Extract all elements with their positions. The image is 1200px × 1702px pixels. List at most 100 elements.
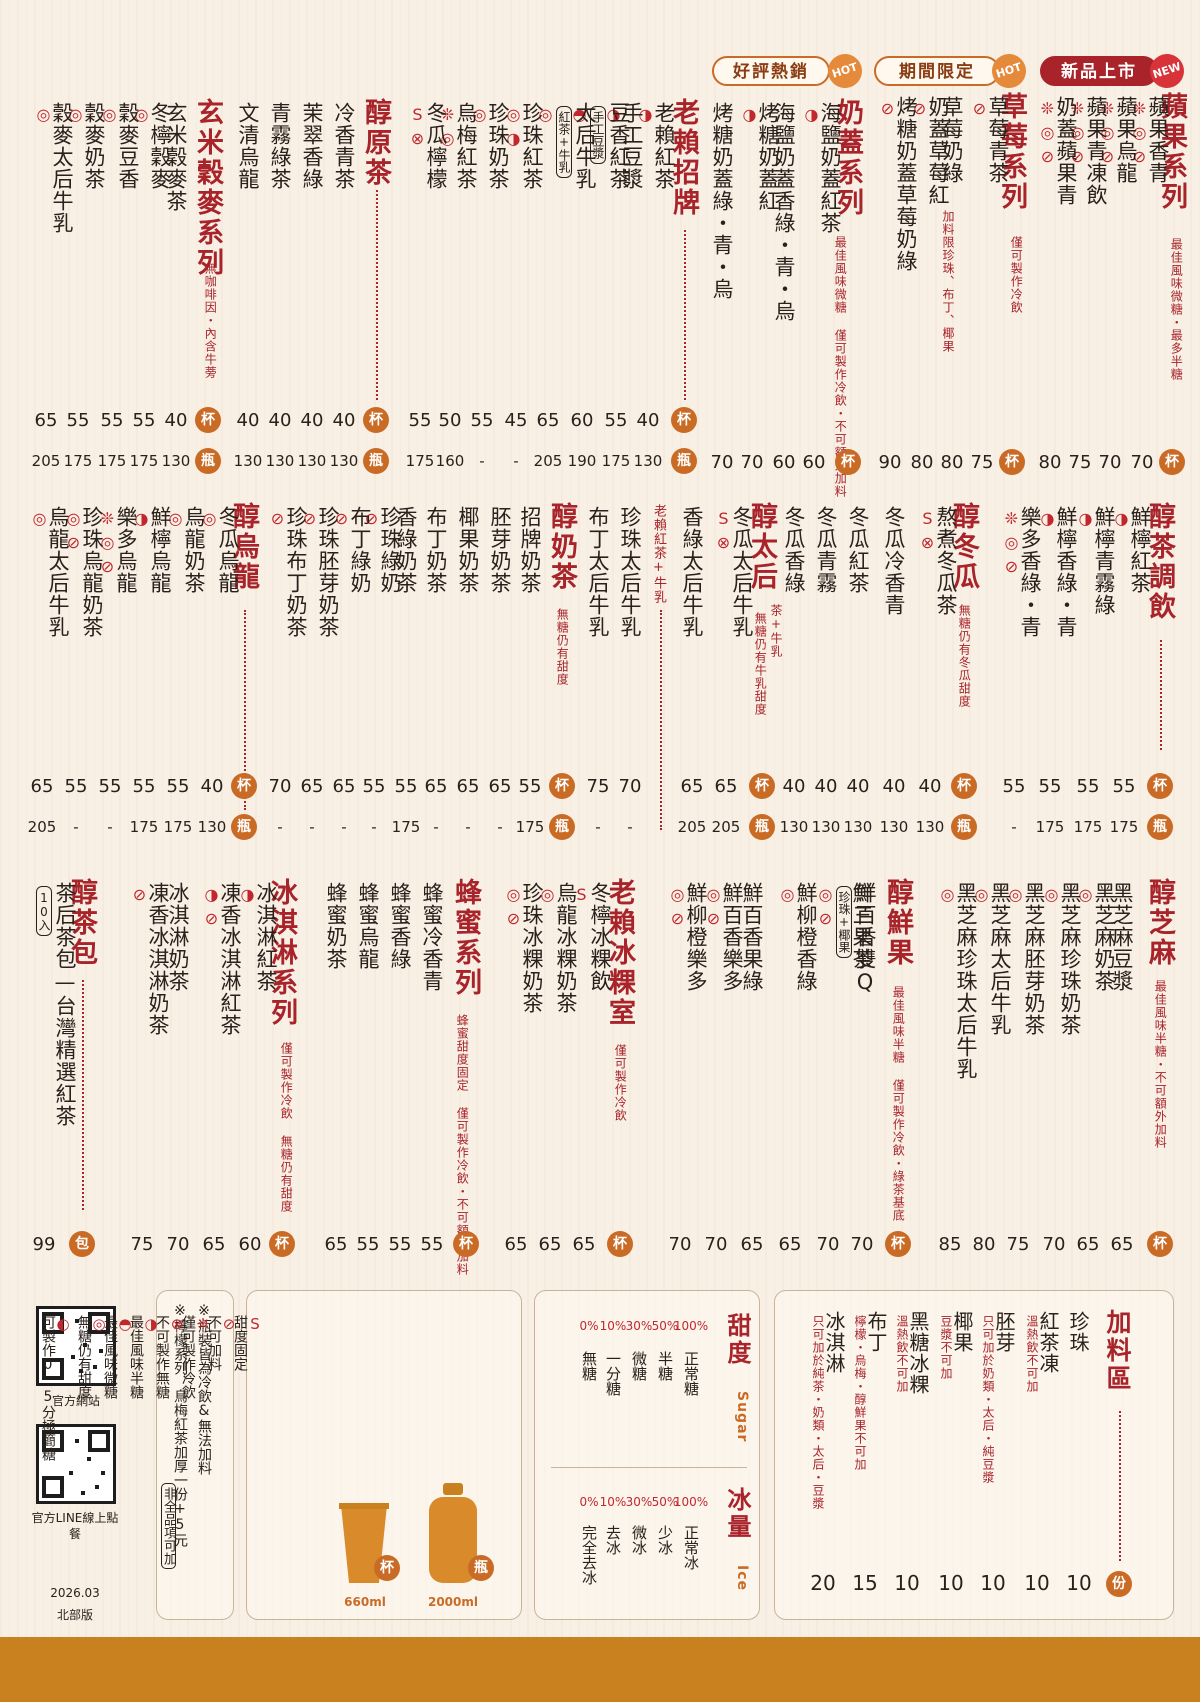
- menu-item[interactable]: 珍珠太后牛乳: [618, 506, 642, 638]
- ice-level[interactable]: 正常冰: [682, 1525, 700, 1570]
- menu-item[interactable]: 樂多烏龍 ❊◎⊘: [98, 506, 138, 594]
- menu-item[interactable]: 冰淇淋紅茶 ◑: [238, 882, 278, 992]
- line-qr-code[interactable]: [36, 1424, 116, 1504]
- menu-item[interactable]: 珍珠布丁奶茶 ⊘: [268, 506, 308, 638]
- topping-item[interactable]: 紅茶凍 溫熱飲不可加: [1025, 1311, 1060, 1393]
- menu-item[interactable]: 青霧綠茶: [268, 102, 292, 190]
- sugar-level[interactable]: 正常糖: [682, 1351, 700, 1396]
- menu-item[interactable]: 蜂蜜烏龍: [356, 882, 380, 970]
- menu-item[interactable]: 冷香青茶: [332, 102, 356, 190]
- menu-item[interactable]: 黑芝麻奶茶 ◎: [1076, 882, 1116, 992]
- menu-item[interactable]: 胚芽奶茶: [488, 506, 512, 594]
- menu-item[interactable]: 烤糖奶蓋紅 ◑: [740, 102, 780, 212]
- menu-item[interactable]: 冬瓜青霧: [814, 506, 838, 594]
- topping-item[interactable]: 布丁 檸檬・烏梅・醇鮮果不可加: [853, 1311, 888, 1471]
- menu-item[interactable]: 珍珠烏龍奶茶 ◎⊘: [64, 506, 104, 638]
- menu-item[interactable]: 蜂蜜奶茶: [324, 882, 348, 970]
- menu-item[interactable]: 鮮柳橙樂多 ◎⊘: [668, 882, 708, 992]
- menu-item[interactable]: 烤糖奶蓋綠・青・烏: [710, 102, 734, 300]
- topping-item[interactable]: 黑糖冰粿 溫熱飲不可加: [895, 1311, 930, 1395]
- menu-item[interactable]: 冬瓜冷香青: [882, 506, 906, 616]
- menu-item[interactable]: 手工豆漿 ◑: [604, 102, 644, 190]
- menu-item[interactable]: 蘋果烏龍 ❊◎⊘: [1098, 96, 1138, 184]
- ice-level[interactable]: 完全去冰: [580, 1525, 598, 1585]
- menu-item[interactable]: 奶蓋蘋果青 ❊◎⊘: [1038, 96, 1078, 206]
- menu-item[interactable]: 香綠奶茶: [394, 506, 418, 594]
- menu-item[interactable]: 鮮檸烏龍 ◑: [132, 506, 172, 594]
- menu-item[interactable]: 海鹽奶蓋香綠・青・烏: [772, 102, 796, 322]
- menu-item[interactable]: 奶蓋草莓紅 ⊘: [910, 96, 950, 206]
- menu-item[interactable]: 熬煮冬瓜茶 S⊗: [918, 506, 958, 616]
- menu-item[interactable]: 穀麥太后牛乳 ◎: [34, 102, 74, 234]
- menu-item[interactable]: 草莓青茶 ⊘: [970, 96, 1010, 184]
- menu-item[interactable]: 烏龍太后牛乳 ◎: [30, 506, 70, 638]
- menu-item[interactable]: 椰果奶茶: [456, 506, 480, 594]
- topping-item[interactable]: 珍珠: [1066, 1311, 1090, 1353]
- menu-item[interactable]: 冬檸穀麥 ◎: [132, 102, 172, 190]
- menu-item[interactable]: 烤糖奶蓋草莓奶綠 ⊘: [878, 96, 918, 272]
- menu-item[interactable]: 文清烏龍: [236, 102, 260, 190]
- topping-item[interactable]: 椰果 豆漿不可加: [939, 1311, 974, 1380]
- menu-item[interactable]: 蘋果青凍飲 ❊◎⊘: [1068, 96, 1108, 206]
- menu-item[interactable]: 豆香紅茶 手工豆漿 ◓: [570, 102, 631, 190]
- menu-item[interactable]: 鮮百香雙Q 珍珠+椰果 ◎⊘: [816, 882, 877, 995]
- ice-level[interactable]: 去冰: [604, 1525, 622, 1555]
- menu-item[interactable]: 凍香冰淇淋紅茶 ◑⊘: [202, 882, 242, 1036]
- sugar-level[interactable]: 無糖: [580, 1351, 598, 1381]
- menu-item[interactable]: 鮮柳橙香綠 ◎: [778, 882, 818, 992]
- menu-item[interactable]: 茉翠香綠: [300, 102, 324, 190]
- menu-item[interactable]: 鮮百香果綠: [740, 882, 764, 992]
- menu-item[interactable]: 珍珠胚芽奶茶 ⊘: [300, 506, 340, 638]
- menu-item[interactable]: 珍珠冰粿奶茶 ◎⊘: [504, 882, 544, 1014]
- menu-item[interactable]: 冬瓜檸檬 S⊗: [408, 102, 448, 190]
- menu-item[interactable]: 烏龍冰粿奶茶 ◎: [538, 882, 578, 1014]
- menu-item[interactable]: 冬檸冰粿飲 S: [572, 882, 612, 992]
- menu-item[interactable]: 黑芝麻太后牛乳 ◎: [972, 882, 1012, 1036]
- sugar-level[interactable]: 半糖: [656, 1351, 674, 1381]
- menu-item[interactable]: 布丁太后牛乳: [586, 506, 610, 638]
- menu-item[interactable]: 太后牛乳 紅茶+牛乳 ◎: [536, 102, 597, 190]
- menu-item[interactable]: 黑芝麻珍珠太后牛乳 ◎: [938, 882, 978, 1080]
- menu-item[interactable]: 冰淇淋奶茶: [166, 882, 190, 992]
- menu-item[interactable]: 珍珠奶茶 ◎: [470, 102, 510, 190]
- menu-item[interactable]: 烏梅紅茶 ❊◎: [438, 102, 478, 190]
- menu-item[interactable]: 烏龍奶茶 ◎: [166, 506, 206, 594]
- menu-item[interactable]: 茶后茶包—台灣精選紅茶 10入: [33, 882, 77, 1127]
- menu-item[interactable]: 冬瓜太后牛乳 S⊗: [714, 506, 754, 638]
- ice-level[interactable]: 少冰: [656, 1525, 674, 1555]
- menu-item[interactable]: 珍珠綠奶 ⊘: [362, 506, 402, 594]
- menu-item[interactable]: 玄米穀麥茶: [164, 102, 188, 212]
- menu-item[interactable]: 凍香冰淇淋奶茶 ⊘: [130, 882, 170, 1036]
- menu-item[interactable]: 樂多香綠・青 ❊◎⊘: [1002, 506, 1042, 638]
- sugar-level[interactable]: 微糖: [630, 1351, 648, 1381]
- menu-item[interactable]: 鮮檸香綠・青 ◑: [1038, 506, 1078, 638]
- menu-item[interactable]: 蜂蜜冷香青: [420, 882, 444, 992]
- menu-item[interactable]: 鮮檸青霧綠 ◑: [1076, 506, 1116, 616]
- menu-item[interactable]: 黑芝麻胚芽奶茶 ◎: [1006, 882, 1046, 1036]
- menu-item[interactable]: 冬瓜香綠: [782, 506, 806, 594]
- menu-item[interactable]: 黑芝麻珍珠奶茶 ◎: [1042, 882, 1082, 1036]
- menu-item[interactable]: 布丁綠奶 ⊘: [332, 506, 372, 594]
- sugar-level[interactable]: 一分糖: [604, 1351, 622, 1396]
- menu-item[interactable]: 老賴紅茶 ◑: [636, 102, 676, 190]
- ice-level[interactable]: 微冰: [630, 1525, 648, 1555]
- menu-item[interactable]: 冬瓜烏龍 ◎: [200, 506, 240, 594]
- menu-item[interactable]: 海鹽奶蓋紅茶 ◑: [802, 102, 842, 234]
- menu-item[interactable]: 珍珠紅茶 ◎◑: [504, 102, 544, 190]
- menu-item[interactable]: 香綠太后牛乳: [680, 506, 704, 638]
- menu-item[interactable]: 鮮百香樂多 ◎⊘: [704, 882, 744, 992]
- menu-item[interactable]: 穀麥豆香 ◎: [100, 102, 140, 190]
- menu-item[interactable]: 布丁奶茶: [424, 506, 448, 594]
- menu-item[interactable]: 蘋果香青 ❊◎⊘: [1130, 96, 1170, 184]
- menu-item[interactable]: 鮮檸紅茶 ◑: [1112, 506, 1152, 594]
- menu-item[interactable]: 黑芝麻豆漿: [1110, 882, 1134, 992]
- menu-item[interactable]: 招牌奶茶: [518, 506, 542, 594]
- menu-item[interactable]: 鮮三果茶: [850, 882, 874, 970]
- menu-item[interactable]: 冬瓜紅茶: [846, 506, 870, 594]
- menu-item[interactable]: 蜂蜜香綠: [388, 882, 412, 970]
- topping-item[interactable]: 胚芽 只可加於奶類・太后・純豆漿: [981, 1311, 1016, 1484]
- menu-item[interactable]: 穀麥奶茶 ◎: [66, 102, 106, 190]
- website-qr-code[interactable]: [36, 1306, 116, 1386]
- menu-item[interactable]: 草莓奶綠: [940, 96, 964, 184]
- topping-item[interactable]: 冰淇淋 只可加於純茶・奶類・太后・豆漿: [811, 1311, 846, 1510]
